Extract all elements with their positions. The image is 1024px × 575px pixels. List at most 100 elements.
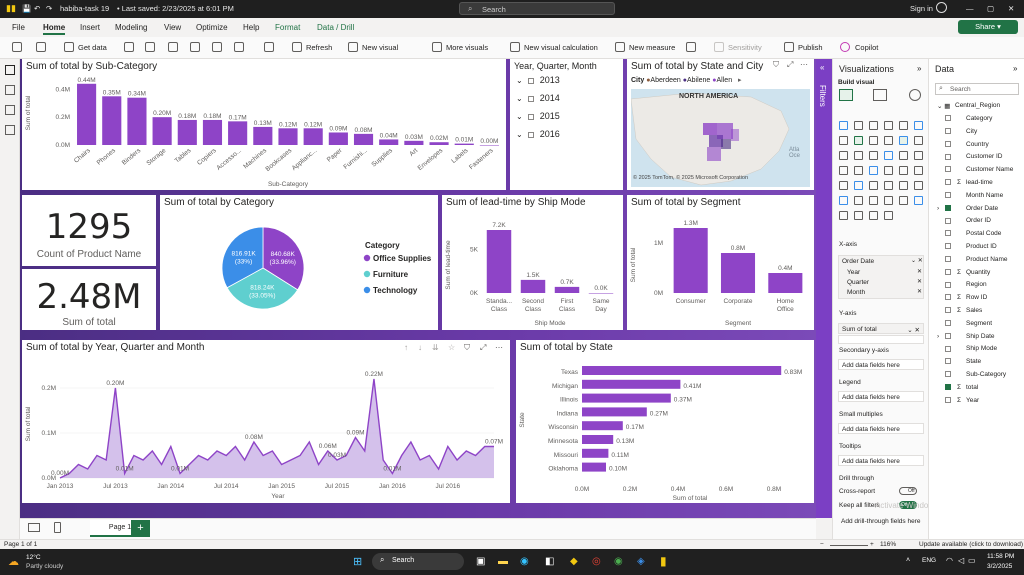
clock-date[interactable]: 3/2/2025 — [987, 563, 1013, 570]
transform-icon[interactable] — [264, 42, 274, 52]
shape-map-visual-icon[interactable] — [869, 166, 878, 175]
line-clustered-visual-icon[interactable] — [899, 136, 908, 145]
checkbox[interactable] — [945, 332, 951, 339]
100-column-visual-icon[interactable] — [914, 121, 923, 130]
clustered-column-visual-icon[interactable] — [884, 121, 893, 130]
dax-view-icon[interactable] — [5, 125, 15, 135]
xaxis-field-order-date[interactable]: Order Date — [842, 258, 875, 265]
year-slicer[interactable]: Year, Quarter, Month ⌄ 2013 ⌄ 2014 ⌄ 2015 ⌄ 201… — [510, 59, 623, 190]
recent-sources-icon[interactable] — [234, 42, 244, 52]
field-item[interactable]: Region — [937, 281, 987, 288]
close-icon[interactable]: ✕ — [1008, 4, 1015, 13]
dataverse-icon[interactable] — [212, 42, 222, 52]
table-name[interactable]: Central_Region — [955, 102, 1001, 109]
desktop-layout-icon[interactable] — [28, 523, 40, 532]
store-icon[interactable]: ◧ — [545, 556, 555, 567]
chrome-icon[interactable]: ◎ — [592, 556, 601, 567]
checkbox[interactable] — [945, 204, 951, 211]
checkbox[interactable] — [945, 153, 951, 160]
line-visual-icon[interactable] — [839, 136, 848, 145]
share-button[interactable]: Share ▾ — [958, 20, 1018, 34]
remove-icon[interactable]: ✕ — [917, 269, 923, 275]
chevron-down-icon[interactable]: ⌄ — [516, 130, 523, 139]
slicer-item-2015[interactable]: ⌄ 2015 — [516, 111, 560, 121]
checkbox[interactable] — [945, 256, 951, 263]
task-view-icon[interactable]: ▣ — [476, 556, 486, 567]
field-item[interactable]: Σ Row ID — [937, 294, 987, 301]
table-expand-icon[interactable]: ⌄ ▦ — [937, 103, 951, 110]
checkbox[interactable] — [945, 345, 951, 352]
focus-mode-icon[interactable]: ⤢ — [787, 60, 794, 69]
zoom-slider[interactable] — [830, 545, 868, 546]
segment-chart[interactable]: Sum of total by Segment 0M 1M Sum of total… — [627, 195, 814, 330]
checkbox[interactable] — [945, 140, 951, 147]
map-visual-icon[interactable] — [839, 166, 848, 175]
yaxis-add-well[interactable] — [838, 335, 924, 344]
kpi-card-count[interactable]: 1295 Count of Product Name — [22, 195, 156, 266]
checkbox[interactable] — [945, 166, 951, 173]
filter-icon[interactable]: ⛉ — [773, 60, 779, 69]
paginated-visual-icon[interactable] — [914, 196, 923, 205]
kpi-card-total[interactable]: 2.48M Sum of total — [22, 269, 156, 330]
chevron-down-icon[interactable]: ⌄ — [516, 76, 523, 85]
collapse-icon[interactable]: » — [1013, 64, 1018, 73]
card-visual-icon[interactable] — [854, 181, 863, 190]
quick-measure-icon[interactable] — [686, 42, 696, 52]
python-visual-visual-icon[interactable] — [839, 196, 848, 205]
kpi-visual-icon[interactable] — [884, 181, 893, 190]
format-painter-icon[interactable] — [36, 42, 46, 52]
checkbox[interactable] — [945, 268, 951, 275]
checkbox[interactable] — [527, 113, 534, 120]
xaxis-field-quarter[interactable]: Quarter — [847, 279, 870, 286]
volume-icon[interactable]: ◁ — [958, 556, 965, 565]
expand-icon[interactable]: « — [820, 63, 825, 72]
checkbox[interactable] — [945, 396, 951, 403]
cross-report-toggle[interactable]: Off — [899, 487, 917, 495]
powerbi-taskbar-icon[interactable]: ▮ — [660, 554, 667, 568]
undo-icon[interactable]: ↶ — [34, 4, 41, 13]
more-visual-icon[interactable] — [884, 211, 893, 220]
expand-all-icon[interactable]: ⇊ — [432, 343, 439, 352]
title-search-box[interactable]: ⌕ Search — [459, 2, 615, 15]
tab-format[interactable]: Format — [275, 23, 301, 32]
zoom-in-icon[interactable]: + — [870, 541, 874, 548]
zoom-out-icon[interactable]: − — [820, 541, 824, 548]
legend-item-allen[interactable]: Allen — [716, 77, 733, 84]
slicer-visual-icon[interactable] — [899, 181, 908, 190]
field-item[interactable]: Σ Sales — [937, 307, 982, 314]
analytics-icon[interactable] — [909, 89, 921, 101]
chevron-down-icon[interactable]: ⌄ ✕ — [911, 258, 923, 264]
checkbox[interactable] — [945, 307, 951, 314]
get-data-button[interactable]: Get data — [78, 43, 107, 52]
checkbox[interactable] — [945, 243, 951, 250]
chevron-down-icon[interactable]: ⌄ — [516, 94, 523, 103]
model-view-icon[interactable] — [5, 105, 15, 115]
area-visual-icon[interactable] — [854, 136, 863, 145]
dataflow-icon[interactable] — [168, 42, 178, 52]
signin-link[interactable]: Sign in — [910, 4, 933, 13]
add-page-button[interactable]: + — [131, 520, 150, 537]
small-multiples-well[interactable]: Add data fields here — [838, 423, 924, 434]
legend-item-abilene[interactable]: Abilene — [686, 77, 711, 84]
field-item[interactable]: Sub-Category — [937, 371, 1006, 378]
expand-icon[interactable]: › — [937, 204, 940, 212]
data-search-input[interactable]: ⌕ Search — [935, 83, 1019, 95]
checkbox[interactable] — [945, 179, 951, 186]
excel-icon[interactable] — [124, 42, 134, 52]
checkbox[interactable] — [945, 320, 951, 327]
xaxis-well[interactable]: Order Date ⌄ ✕ Year ✕ Quarter ✕ Month ✕ — [838, 255, 924, 299]
focus-mode-icon[interactable]: ⤢ — [480, 343, 487, 352]
refresh-button[interactable]: Refresh — [306, 43, 333, 52]
drill-up-icon[interactable]: ↑ — [404, 343, 408, 352]
table-view-icon[interactable] — [5, 85, 15, 95]
slicer-item-2014[interactable]: ⌄ 2014 — [516, 93, 560, 103]
slicer-item-2013[interactable]: ⌄ 2013 — [516, 75, 560, 85]
treemap-visual-icon[interactable] — [914, 151, 923, 160]
multi-row-card-visual-icon[interactable] — [869, 181, 878, 190]
battery-icon[interactable]: ▭ — [968, 556, 976, 565]
report-view-icon[interactable] — [5, 65, 15, 75]
tab-home[interactable]: Home — [43, 23, 66, 35]
sensitivity-button[interactable]: Sensitivity — [728, 43, 762, 52]
redo-icon[interactable]: ↷ — [46, 4, 53, 13]
